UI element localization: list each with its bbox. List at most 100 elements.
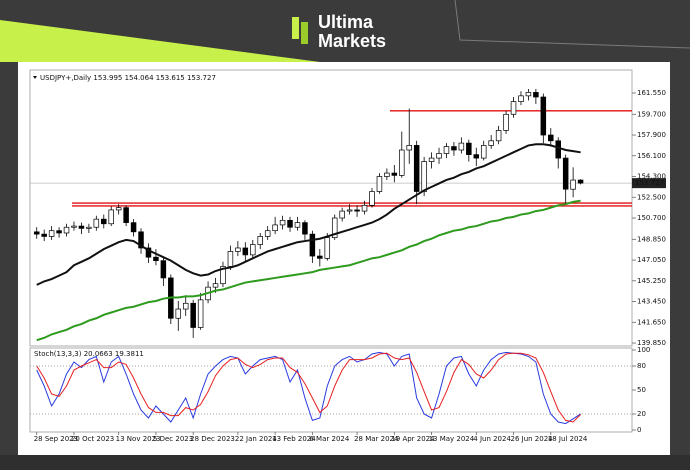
candle-body	[458, 142, 465, 151]
candle-body	[518, 95, 524, 102]
chart-header: USDJPY+,Daily 153.995 154.064 153.615 15…	[40, 74, 216, 82]
candle-body	[421, 161, 427, 192]
x-tick-label: 18 Jul 2024	[548, 435, 588, 443]
candle-body	[555, 140, 561, 159]
x-tick-label: 20 Oct 2023	[71, 435, 114, 443]
logo-icon	[292, 17, 299, 39]
indicator-tick-label: 20	[637, 410, 646, 418]
candle-body	[331, 217, 338, 238]
logo-icon	[301, 22, 308, 44]
y-tick-label: 141.650	[637, 318, 666, 326]
menu-arrow	[33, 76, 37, 79]
y-tick-label: 154.300	[637, 173, 666, 181]
candle-body	[488, 140, 494, 146]
x-tick-label: 28 Dec 2023	[190, 435, 235, 443]
x-tick-label: 6 Mar 2024	[309, 435, 349, 443]
y-tick-label: 147.050	[637, 256, 666, 264]
candle-body	[175, 308, 182, 319]
y-tick-label: 150.700	[637, 214, 666, 222]
candle-body	[540, 96, 547, 136]
candle-body	[302, 222, 308, 235]
footer-band	[0, 455, 690, 470]
brand-line1: Ultima	[318, 12, 374, 32]
candle-body	[339, 210, 345, 219]
moving-average	[36, 143, 581, 286]
y-tick-label: 145.250	[637, 277, 666, 285]
indicator-title: Stoch(13,3,3)	[34, 350, 82, 358]
candle-body	[130, 222, 137, 233]
chart-card	[18, 62, 670, 455]
indicator-tick-label: 100	[637, 346, 650, 354]
candle-body	[93, 218, 100, 228]
y-tick-label: 161.550	[637, 89, 666, 97]
x-tick-label: 22 Jan 2024	[235, 435, 278, 443]
candle-body	[510, 101, 517, 115]
candle-body	[577, 179, 584, 184]
chart-title: USDJPY+,Daily	[40, 74, 91, 82]
candle-body	[548, 134, 554, 142]
y-tick-label: 156.100	[637, 152, 666, 160]
candle-body	[138, 231, 144, 249]
candle-body	[182, 302, 189, 310]
open-value: 153.995	[93, 74, 122, 82]
candle-body	[227, 251, 234, 267]
k-value: 20.0663	[84, 350, 113, 358]
indicator-tick-label: 80	[637, 362, 646, 370]
candle-body	[443, 146, 450, 154]
candle-body	[160, 260, 167, 279]
candle-body	[503, 113, 509, 131]
candle-body	[212, 283, 219, 288]
indicator-tick-label: 50	[637, 386, 646, 394]
candle-body	[317, 255, 323, 259]
candle-body	[257, 236, 263, 245]
x-tick-label: 13 May 2024	[429, 435, 475, 443]
y-tick-label: 143.450	[637, 298, 666, 306]
candle-body	[480, 145, 487, 159]
x-tick-label: 28 Sep 2023	[34, 435, 78, 443]
candle-body	[33, 231, 40, 235]
candle-body	[294, 222, 301, 228]
candle-body	[570, 179, 576, 190]
candle-body	[369, 191, 375, 206]
candle-body	[384, 172, 390, 177]
x-tick-label: 5 Dec 2023	[153, 435, 193, 443]
candle-body	[56, 230, 62, 234]
candle-body	[466, 142, 472, 155]
candle-body	[399, 149, 405, 176]
price-tag	[632, 178, 666, 189]
x-tick-label: 28 Mar 2024	[354, 435, 399, 443]
candle-body	[63, 226, 70, 234]
price-tag-label: 153.727	[635, 179, 664, 187]
indicator-header: Stoch(13,3,3) 20.0663 19.3811	[34, 350, 144, 358]
candle-body	[86, 226, 92, 229]
x-tick-label: 4 Jun 2024	[473, 435, 511, 443]
low-value: 153.615	[156, 74, 185, 82]
candle-body	[354, 209, 360, 212]
candle-body	[250, 244, 256, 256]
candle-body	[153, 256, 159, 261]
x-tick-label: 19 Apr 2024	[391, 435, 435, 443]
y-tick-label: 148.850	[637, 235, 666, 243]
candle-body	[78, 225, 85, 229]
candle-body	[101, 218, 107, 225]
candle-body	[190, 302, 196, 328]
x-tick-label: 26 Jun 2024	[511, 435, 554, 443]
candle-body	[413, 145, 420, 192]
candle-body	[361, 204, 368, 212]
candle-body	[533, 92, 539, 98]
moving-average	[36, 199, 581, 342]
accent-stripe	[0, 20, 320, 62]
close-value: 153.727	[187, 74, 216, 82]
stoch-line	[36, 351, 581, 425]
y-tick-label: 152.500	[637, 193, 666, 201]
candle-body	[495, 130, 502, 142]
candle-body	[272, 224, 278, 232]
x-tick-label: 13 Nov 2023	[116, 435, 161, 443]
stoch-line	[36, 352, 581, 423]
candle-body	[287, 219, 293, 228]
y-tick-label: 157.900	[637, 131, 666, 139]
x-tick-label: 13 Feb 2024	[272, 435, 316, 443]
candle-body	[235, 247, 241, 252]
candle-body	[436, 153, 442, 159]
candle-body	[115, 207, 122, 211]
